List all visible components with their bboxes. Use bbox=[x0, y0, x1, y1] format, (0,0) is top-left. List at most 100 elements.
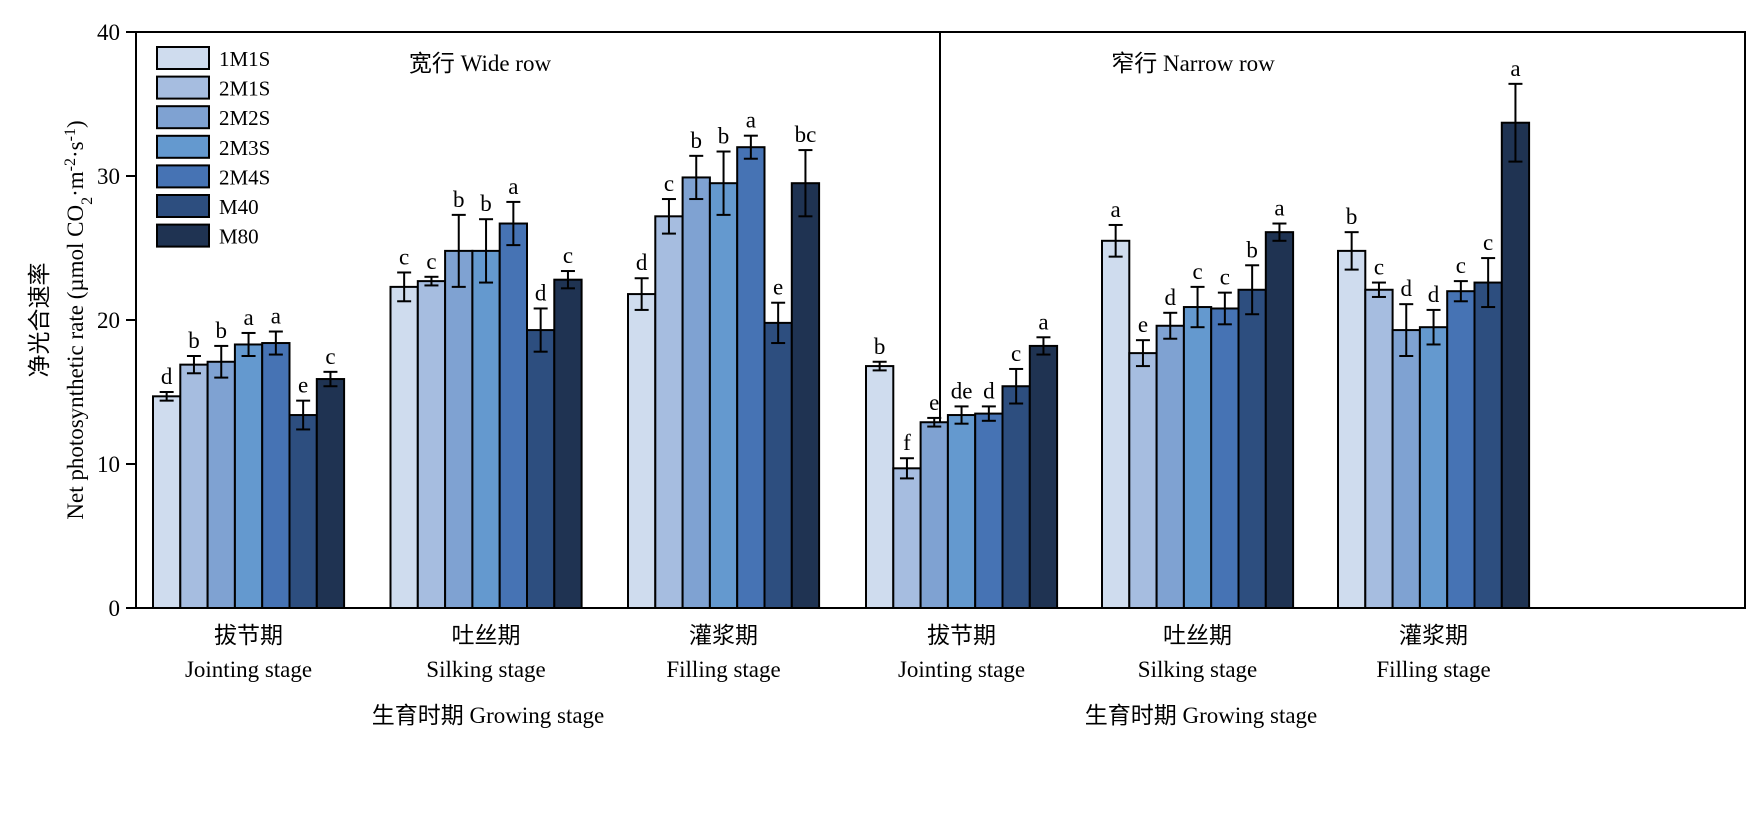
error-bar bbox=[1272, 222, 1287, 242]
y-tick-label: 0 bbox=[109, 596, 121, 621]
bar-2m4s bbox=[261, 342, 291, 609]
bar-2m2s bbox=[206, 360, 236, 610]
error-bar bbox=[159, 391, 174, 402]
bar-2m2s bbox=[1155, 324, 1185, 609]
legend-swatch bbox=[156, 223, 210, 248]
error-bar bbox=[1245, 264, 1260, 316]
legend-swatch bbox=[156, 134, 210, 159]
legend-swatch bbox=[156, 194, 210, 218]
error-bar bbox=[743, 134, 758, 160]
legend-item: 2M3S bbox=[156, 134, 270, 160]
error-bar bbox=[1036, 336, 1051, 356]
bar-m80 bbox=[1028, 344, 1059, 609]
y-axis-title-part: ) bbox=[63, 120, 88, 128]
bar-m80 bbox=[1500, 121, 1531, 609]
bar-2m3s bbox=[471, 249, 501, 609]
error-bar bbox=[1426, 308, 1441, 346]
significance-letter: c bbox=[1220, 265, 1230, 290]
error-bar bbox=[186, 355, 201, 375]
x-axis-title: 生育时期 Growing stage bbox=[1085, 703, 1318, 728]
error-bar bbox=[798, 149, 813, 218]
significance-letter: c bbox=[664, 171, 674, 196]
error-bar bbox=[424, 275, 439, 287]
group-label-cn: 吐丝期 bbox=[452, 623, 521, 648]
group-label-en: Filling stage bbox=[1376, 657, 1490, 682]
bar-2m1s bbox=[892, 467, 922, 609]
significance-letter: d bbox=[1401, 276, 1413, 301]
legend-label: 2M2S bbox=[219, 106, 270, 130]
bar-2m2s bbox=[1391, 329, 1421, 609]
significance-letter: e bbox=[929, 390, 939, 415]
significance-letter: c bbox=[1192, 259, 1202, 284]
bar-2m4s bbox=[736, 146, 766, 609]
significance-letter: e bbox=[1138, 312, 1148, 337]
bar-2m3s bbox=[233, 343, 264, 609]
panel-titles: 宽行 Wide row 窄行 Narrow row bbox=[409, 51, 1275, 76]
significance-letter: a bbox=[1510, 56, 1520, 81]
x-axis-labels: 拔节期 Jointing stage 吐丝期 Silking stage 灌浆期 Fill… bbox=[185, 623, 1491, 728]
significance-letter: b bbox=[480, 191, 492, 216]
significance-letter: bc bbox=[795, 122, 817, 147]
bar-m80 bbox=[315, 378, 346, 610]
significance-letter: c bbox=[1483, 230, 1493, 255]
group-label-cn: 吐丝期 bbox=[1163, 623, 1232, 648]
error-bar bbox=[872, 360, 887, 372]
error-bar bbox=[397, 271, 412, 303]
error-bar bbox=[560, 270, 575, 290]
significance-letter: b bbox=[453, 187, 465, 212]
bar-2m1s bbox=[1128, 352, 1158, 609]
legend-swatch bbox=[156, 46, 210, 70]
error-bar bbox=[661, 198, 676, 235]
group-label-en: Filling stage bbox=[666, 657, 780, 682]
bar-m40 bbox=[763, 321, 793, 609]
significance-letter: c bbox=[1456, 253, 1466, 278]
bar-2m4s bbox=[1446, 290, 1476, 609]
y-axis-title-cn: 净光合速率 bbox=[27, 263, 52, 378]
legend-label: M80 bbox=[219, 225, 259, 249]
bar-2m1s bbox=[654, 215, 684, 609]
error-bar bbox=[241, 331, 256, 357]
error-bar bbox=[1009, 367, 1024, 405]
bar-m40 bbox=[526, 329, 556, 609]
y-tick-label: 20 bbox=[97, 308, 120, 333]
error-bar bbox=[771, 301, 786, 345]
bar-2m4s bbox=[974, 412, 1004, 609]
error-bar bbox=[1217, 291, 1232, 326]
bar-2m1s bbox=[416, 280, 447, 609]
y-axis-title-part: ·m bbox=[63, 171, 88, 197]
error-bar bbox=[1190, 285, 1205, 329]
error-bar bbox=[981, 405, 996, 422]
group-label-en: Silking stage bbox=[426, 657, 545, 682]
bar-1m1s bbox=[627, 293, 657, 609]
group-label-cn: 拔节期 bbox=[214, 623, 283, 648]
bar-m40 bbox=[1001, 385, 1031, 609]
error-bar bbox=[1135, 339, 1150, 368]
bar-2m4s bbox=[498, 222, 529, 610]
bar-2m3s bbox=[1418, 326, 1449, 609]
group-label-en: Silking stage bbox=[1138, 657, 1257, 682]
legend-item: 2M2S bbox=[156, 105, 270, 130]
error-bar bbox=[533, 307, 548, 353]
error-bar bbox=[451, 213, 466, 288]
y-axis-title: 净光合速率 Net photosynthetic rate (µmol CO2·m… bbox=[27, 120, 96, 519]
bar-1m1s bbox=[1337, 249, 1367, 609]
legend-label: 2M3S bbox=[219, 136, 270, 160]
error-bar bbox=[323, 370, 338, 388]
significance-letter: e bbox=[298, 373, 308, 398]
y-axis-title-part: 2 bbox=[79, 197, 96, 205]
legend-item: 1M1S bbox=[156, 46, 270, 71]
bar-1m1s bbox=[152, 395, 182, 609]
significance-letter: a bbox=[271, 304, 281, 329]
error-bar bbox=[1508, 82, 1523, 163]
bar-2m3s bbox=[708, 182, 739, 609]
y-axis-title-en: Net photosynthetic rate (µmol CO2·m-2·s-… bbox=[62, 120, 96, 519]
legend-swatch bbox=[156, 75, 210, 100]
significance-letter: a bbox=[1038, 309, 1048, 334]
significance-letter: d bbox=[161, 364, 173, 389]
significance-letter: d bbox=[636, 250, 648, 275]
significance-letter: c bbox=[426, 249, 436, 274]
error-bar bbox=[214, 344, 229, 379]
legend-label: M40 bbox=[219, 195, 259, 219]
legend-swatch bbox=[156, 105, 210, 130]
